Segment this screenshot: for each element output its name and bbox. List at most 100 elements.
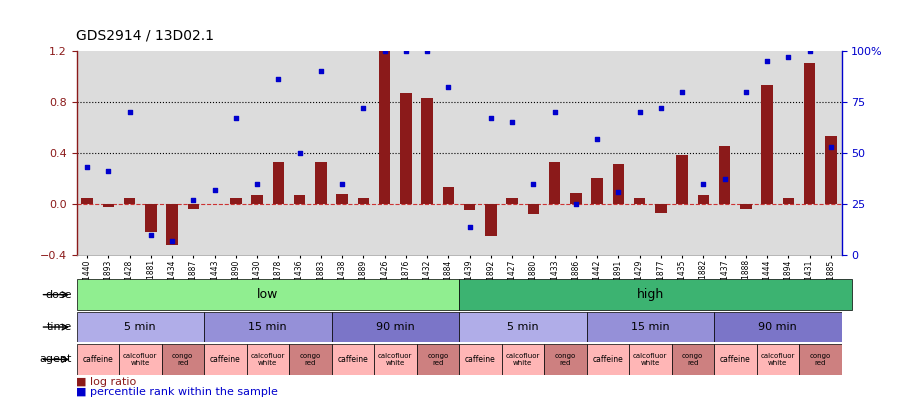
Point [697, 180, 711, 187]
Text: calcofluor
white: calcofluor white [378, 353, 412, 366]
Point [675, 88, 689, 95]
Point [271, 76, 285, 83]
Text: calcofluor
white: calcofluor white [506, 353, 540, 366]
Text: calcofluor
white: calcofluor white [633, 353, 668, 366]
Bar [799, 344, 842, 375]
Bar [76, 344, 119, 375]
Text: GDS2914 / 13D02.1: GDS2914 / 13D02.1 [76, 28, 214, 43]
Text: caffeine: caffeine [338, 355, 368, 364]
Point [356, 104, 371, 111]
Bar [501, 344, 544, 375]
Bar [549, 162, 561, 204]
Bar [331, 344, 374, 375]
Bar [782, 198, 794, 204]
Point [314, 68, 328, 75]
Bar [400, 93, 411, 204]
Bar [119, 344, 161, 375]
Bar [374, 344, 417, 375]
Bar [251, 195, 263, 204]
Point [101, 168, 115, 175]
Text: congo
red: congo red [300, 353, 321, 366]
Text: congo
red: congo red [682, 353, 704, 366]
Point [547, 109, 562, 115]
Point [611, 188, 625, 195]
Point [781, 53, 796, 60]
Bar [761, 85, 773, 204]
Bar [634, 198, 645, 204]
Bar [591, 179, 603, 204]
Bar [464, 204, 475, 211]
Bar [740, 204, 752, 209]
Bar [204, 312, 331, 342]
Point [824, 143, 838, 150]
Bar [719, 147, 731, 204]
Point [250, 180, 265, 187]
Bar [331, 312, 459, 342]
Point [80, 164, 94, 171]
Text: calcofluor
white: calcofluor white [250, 353, 285, 366]
Bar [459, 344, 501, 375]
Bar [459, 312, 587, 342]
Bar [714, 344, 757, 375]
Point [463, 223, 477, 230]
Point [377, 47, 392, 54]
Point [526, 180, 541, 187]
Bar [757, 344, 799, 375]
Text: agent: agent [40, 354, 72, 364]
Bar [273, 162, 284, 204]
Bar [655, 204, 667, 213]
Bar [204, 344, 247, 375]
Bar [357, 198, 369, 204]
Point [483, 115, 498, 122]
Bar [421, 98, 433, 204]
Bar [315, 162, 327, 204]
Bar [459, 279, 852, 310]
Text: high: high [636, 288, 664, 301]
Point [292, 150, 307, 156]
Bar [417, 344, 459, 375]
Bar [527, 204, 539, 214]
Text: low: low [257, 288, 278, 301]
Text: 5 min: 5 min [124, 322, 156, 332]
Point [335, 180, 349, 187]
Bar [544, 344, 587, 375]
Bar [379, 51, 391, 204]
Point [590, 135, 604, 142]
Bar [247, 344, 289, 375]
Text: 90 min: 90 min [759, 322, 797, 332]
Point [144, 232, 158, 238]
Text: ■ percentile rank within the sample: ■ percentile rank within the sample [76, 387, 278, 397]
Text: dose: dose [46, 290, 72, 300]
Bar [587, 312, 714, 342]
Point [569, 201, 583, 207]
Point [420, 47, 435, 54]
Text: caffeine: caffeine [592, 355, 623, 364]
Text: calcofluor
white: calcofluor white [123, 353, 158, 366]
Point [803, 47, 817, 54]
Point [207, 186, 221, 193]
Bar [613, 164, 625, 204]
Bar [166, 204, 178, 245]
Text: 15 min: 15 min [248, 322, 287, 332]
Bar [804, 64, 815, 204]
Text: 15 min: 15 min [631, 322, 670, 332]
Bar [570, 192, 581, 204]
Bar [76, 279, 459, 310]
Bar [76, 312, 204, 342]
Text: congo
red: congo red [554, 353, 576, 366]
Bar [187, 204, 199, 209]
Point [122, 109, 137, 115]
Bar [124, 198, 136, 204]
Text: 90 min: 90 min [376, 322, 415, 332]
Bar [443, 188, 454, 204]
Bar [81, 198, 93, 204]
Point [441, 84, 455, 91]
Point [399, 47, 413, 54]
Text: caffeine: caffeine [720, 355, 751, 364]
Text: ■ log ratio: ■ log ratio [76, 377, 137, 387]
Bar [337, 194, 348, 204]
Text: caffeine: caffeine [210, 355, 240, 364]
Bar [103, 204, 114, 207]
Point [760, 58, 774, 64]
Text: caffeine: caffeine [83, 355, 113, 364]
